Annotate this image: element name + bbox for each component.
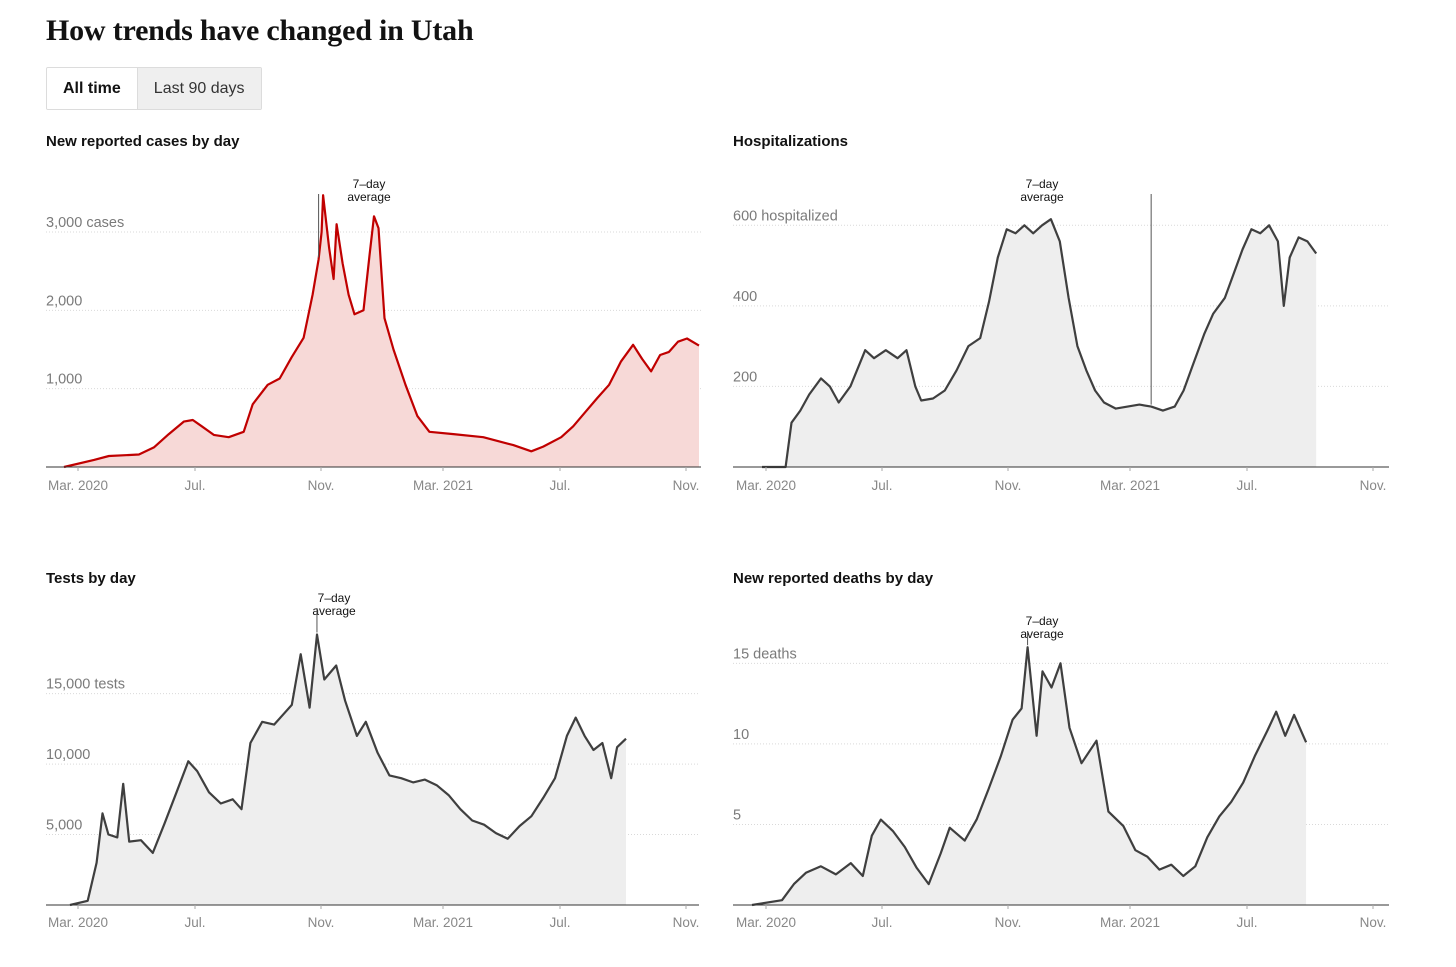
deaths-x-tick-label: Mar. 2020 — [736, 915, 796, 930]
hospitalizations-x-tick-label: Mar. 2021 — [1100, 478, 1160, 493]
deaths-x-tick-label: Nov. — [1360, 915, 1387, 930]
cases-annotation: 7–day average — [347, 177, 391, 204]
hospitalizations-y-tick-label: 600 hospitalized — [733, 208, 838, 224]
hospitalizations-x-tick-label: Mar. 2020 — [736, 478, 796, 493]
deaths-series-line — [751, 646, 1308, 907]
cases-x-tick-label: Nov. — [308, 478, 335, 493]
deaths-annotation: 7–day average — [1020, 614, 1064, 641]
hospitalizations-annotation: 7–day average — [1020, 177, 1064, 204]
deaths-y-tick-label: 10 — [733, 727, 749, 743]
tests-x-tick-label: Mar. 2021 — [413, 915, 473, 930]
hospitalizations-chart-title: Hospitalizations — [733, 133, 849, 150]
cases-y-tick-label: 3,000 cases — [46, 215, 124, 231]
tests-x-tick-label: Jul. — [184, 915, 205, 930]
cases-area — [64, 195, 699, 467]
last-90-days-button[interactable]: Last 90 days — [136, 68, 261, 109]
hospitalizations-y-tick-label: 200 — [733, 369, 757, 385]
cases-x-tick-label: Mar. 2021 — [413, 478, 473, 493]
cases-x-tick-label: Jul. — [184, 478, 205, 493]
cases-chart-title: New reported cases by day — [46, 133, 240, 150]
tests-y-tick-label: 5,000 — [46, 818, 82, 834]
tests-annotation: 7–day average — [312, 591, 356, 618]
tests-x-tick-label: Mar. 2020 — [48, 915, 108, 930]
page-title: How trends have changed in Utah — [46, 14, 474, 47]
tests-chart-title: Tests by day — [46, 570, 136, 587]
cases-y-tick-label: 1,000 — [46, 372, 82, 388]
all-time-button[interactable]: All time — [47, 68, 137, 109]
hospitalizations-x-tick-label: Nov. — [1360, 478, 1387, 493]
hospitalizations-y-tick-label: 400 — [733, 289, 757, 305]
tests-x-tick-label: Jul. — [549, 915, 570, 930]
deaths-area — [752, 647, 1307, 905]
hospitalizations-series-line — [762, 218, 1318, 469]
deaths-chart-title: New reported deaths by day — [733, 570, 934, 587]
cases-x-tick-label: Mar. 2020 — [48, 478, 108, 493]
hospitalizations-x-tick-label: Jul. — [871, 478, 892, 493]
time-range-toggle: All time Last 90 days — [46, 67, 262, 110]
tests-series-line — [69, 633, 627, 907]
deaths-x-tick-label: Nov. — [995, 915, 1022, 930]
deaths-y-tick-label: 15 deaths — [733, 646, 797, 662]
cases-series-line — [63, 194, 700, 469]
hospitalizations-area — [762, 219, 1317, 467]
tests-x-tick-label: Nov. — [308, 915, 335, 930]
hospitalizations-x-tick-label: Nov. — [995, 478, 1022, 493]
cases-y-tick-label: 2,000 — [46, 293, 82, 309]
tests-y-tick-label: 15,000 tests — [46, 677, 125, 693]
deaths-y-tick-label: 5 — [733, 807, 741, 823]
hospitalizations-x-tick-label: Jul. — [1236, 478, 1257, 493]
cases-x-tick-label: Nov. — [673, 478, 700, 493]
tests-y-tick-label: 10,000 — [46, 747, 90, 763]
cases-x-tick-label: Jul. — [549, 478, 570, 493]
deaths-x-tick-label: Jul. — [1236, 915, 1257, 930]
tests-area — [70, 634, 626, 905]
deaths-x-tick-label: Mar. 2021 — [1100, 915, 1160, 930]
tests-x-tick-label: Nov. — [673, 915, 700, 930]
deaths-x-tick-label: Jul. — [871, 915, 892, 930]
